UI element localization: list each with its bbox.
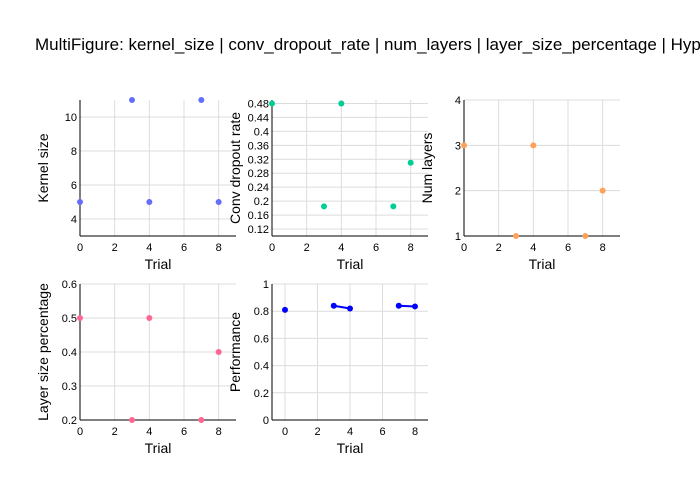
- y-tick-label: 0.32: [248, 154, 269, 166]
- y-tick-label: 0.6: [62, 279, 77, 291]
- x-tick-label: 2: [314, 426, 320, 438]
- y-tick-label: 4: [71, 214, 77, 226]
- data-point: [198, 97, 205, 103]
- y-tick-label: 1: [263, 279, 269, 291]
- y-tick-label: 1: [455, 231, 461, 243]
- figure-title: MultiFigure: kernel_size | conv_dropout_…: [35, 35, 700, 54]
- x-tick-label: 6: [565, 242, 571, 254]
- y-tick-label: 0.44: [248, 112, 269, 124]
- data-point: [77, 315, 83, 321]
- x-tick-label: 0: [461, 242, 467, 254]
- x-tick-label: 8: [408, 242, 414, 254]
- data-point: [269, 100, 275, 107]
- data-point: [282, 306, 288, 313]
- x-tick-label: 4: [338, 242, 344, 254]
- y-tick-label: 0.8: [254, 306, 269, 318]
- x-tick-label: 0: [77, 426, 83, 438]
- y-tick-label: 0.4: [254, 361, 269, 373]
- y-tick-label: 0.5: [62, 313, 77, 325]
- y-axis-title: Performance: [227, 312, 243, 392]
- x-tick-label: 4: [146, 426, 152, 438]
- x-tick-label: 8: [216, 242, 222, 254]
- y-tick-label: 0.36: [248, 140, 269, 152]
- subplot-1: 0 2 4 6 8 4 6 8 10 Trial Kernel size: [35, 97, 236, 272]
- y-tick-label: 0.2: [254, 196, 269, 208]
- y-axis-title: Kernel size: [35, 133, 51, 202]
- y-tick-label: 4: [455, 95, 461, 107]
- data-point: [129, 97, 135, 103]
- y-tick-label: 10: [65, 112, 77, 124]
- y-tick-label: 0.24: [248, 182, 269, 194]
- y-tick-label: 0.6: [254, 333, 269, 345]
- subplot-3: 0 2 4 6 8 1 2 3 4 Trial Num layers: [419, 95, 620, 272]
- y-tick-label: 0.4: [62, 347, 77, 359]
- data-point: [347, 305, 353, 312]
- subplot-5: 0 2 4 6 8 0 0.2 0.4 0.6 0.8 1 Trial Performance: [227, 279, 428, 456]
- x-axis-title: Trial: [529, 256, 556, 272]
- x-tick-label: 0: [77, 242, 83, 254]
- data-point: [582, 233, 589, 239]
- x-tick-label: 2: [496, 242, 502, 254]
- x-tick-label: 6: [181, 426, 187, 438]
- data-point: [513, 233, 519, 239]
- x-axis-title: Trial: [337, 256, 364, 272]
- y-axis-title: Layer size percentage: [35, 283, 51, 421]
- y-tick-label: 6: [71, 180, 77, 192]
- x-tick-label: 4: [347, 426, 353, 438]
- data-point: [330, 302, 337, 309]
- y-axis-title: Conv dropout rate: [227, 112, 243, 224]
- data-point: [461, 142, 467, 149]
- y-tick-label: 0.2: [62, 415, 77, 427]
- y-tick-label: 0.12: [248, 224, 269, 236]
- y-tick-label: 0: [263, 415, 269, 427]
- data-point: [129, 417, 135, 423]
- data-point: [412, 303, 418, 310]
- x-tick-label: 2: [304, 242, 310, 254]
- data-point: [390, 203, 397, 210]
- data-point: [215, 199, 222, 205]
- x-tick-label: 2: [112, 426, 118, 438]
- y-tick-label: 0.4: [254, 126, 269, 138]
- x-tick-label: 0: [282, 426, 288, 438]
- y-tick-label: 0.16: [248, 210, 269, 222]
- y-axis-title: Num layers: [419, 133, 435, 204]
- data-point: [599, 187, 606, 194]
- y-tick-label: 0.28: [248, 168, 269, 180]
- data-point: [407, 159, 414, 166]
- x-tick-label: 4: [530, 242, 536, 254]
- x-tick-label: 8: [600, 242, 606, 254]
- data-point: [198, 417, 205, 423]
- data-point: [77, 199, 83, 205]
- data-point: [146, 199, 153, 205]
- subplot-2: 0 2 4 6 8 0.12 0.16 0.2 0.24 0.28 0.32 0.36 0.4 0.44 0…: [227, 98, 428, 272]
- y-tick-label: 2: [455, 186, 461, 198]
- data-point: [395, 302, 402, 309]
- data-point: [530, 142, 537, 149]
- data-point: [215, 349, 222, 355]
- x-axis-title: Trial: [145, 440, 172, 456]
- x-axis-title: Trial: [337, 440, 364, 456]
- y-tick-label: 0.3: [62, 381, 77, 393]
- x-tick-label: 8: [216, 426, 222, 438]
- data-point: [146, 315, 153, 321]
- y-tick-label: 8: [71, 146, 77, 158]
- x-tick-label: 4: [146, 242, 152, 254]
- x-tick-label: 2: [112, 242, 118, 254]
- x-tick-label: 6: [379, 426, 385, 438]
- y-tick-label: 0.48: [248, 98, 269, 110]
- subplot-4: 0 2 4 6 8 0.2 0.3 0.4 0.5 0.6 Trial Layer size perc…: [35, 279, 236, 456]
- x-tick-label: 0: [269, 242, 275, 254]
- y-tick-label: 0.2: [254, 388, 269, 400]
- data-point: [321, 203, 327, 210]
- x-tick-label: 6: [373, 242, 379, 254]
- x-tick-label: 6: [181, 242, 187, 254]
- x-axis-title: Trial: [145, 256, 172, 272]
- y-tick-label: 3: [455, 140, 461, 152]
- data-point: [338, 100, 345, 107]
- x-tick-label: 8: [412, 426, 418, 438]
